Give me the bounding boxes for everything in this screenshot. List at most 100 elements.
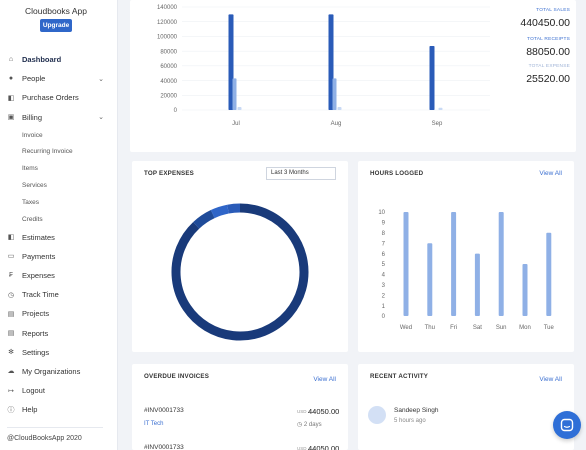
upgrade-button[interactable]: Upgrade <box>40 19 72 32</box>
chevron-down-icon: ⌄ <box>98 114 104 122</box>
revenue-bar <box>232 78 237 110</box>
y-tick-label: 1 <box>382 304 386 310</box>
donut-slice <box>193 210 215 229</box>
x-tick-label: Fri <box>450 325 457 331</box>
stat-value: 25520.00 <box>526 73 570 85</box>
x-tick-label: Tue <box>544 325 555 331</box>
sidebar-item-people[interactable]: ● People ⌄ <box>0 69 118 88</box>
sidebar-subitem-credits[interactable]: Credits <box>22 215 43 223</box>
overdue-invoices-title: OVERDUE INVOICES <box>144 373 210 380</box>
x-tick-label: Wed <box>400 325 412 331</box>
overdue-invoices-card: OVERDUE INVOICES View All #INV0001733 USD… <box>132 364 348 450</box>
invoice-number[interactable]: #INV0001733 <box>144 444 184 450</box>
chevron-down-icon: ⌄ <box>98 75 104 83</box>
y-tick-label: 5 <box>382 262 386 268</box>
sidebar-item-label: Help <box>22 405 38 415</box>
hours-bar <box>427 243 433 316</box>
y-tick-label: 10 <box>378 210 385 216</box>
revenue-bar <box>237 107 242 110</box>
activity-user-name: Sandeep Singh <box>394 407 439 414</box>
payments-icon: ▭ <box>7 253 15 261</box>
y-tick-label: 0 <box>382 314 386 320</box>
sidebar-item-label: Settings <box>22 347 50 357</box>
chat-button[interactable] <box>553 411 581 439</box>
y-tick-label: 4 <box>382 273 386 279</box>
invoice-amount: 44050.00 <box>308 407 340 416</box>
copyright: @CloudBooksApp 2020 <box>7 435 82 442</box>
sidebar-item-label: Reports <box>22 328 49 338</box>
sidebar-item-label: My Organizations <box>22 366 81 376</box>
avatar <box>368 406 386 424</box>
hours-logged-card: HOURS LOGGED View All 10 9 8 7 6 5 4 3 2 1 0 Wed Thu… <box>358 161 574 352</box>
y-tick-label: 60000 <box>160 64 177 70</box>
sidebar: Cloudbooks App Upgrade ⌂ Dashboard ● People… <box>0 0 118 450</box>
sidebar-item-estimates[interactable]: ◧ Estimates <box>0 228 118 247</box>
sidebar-item-label: Track Time <box>22 290 59 300</box>
sidebar-item-track-time[interactable]: ◷ Track Time <box>0 285 118 304</box>
organizations-icon: ☁ <box>7 368 15 376</box>
sidebar-item-dashboard[interactable]: ⌂ Dashboard <box>0 50 118 69</box>
sidebar-item-label: Expenses <box>22 271 55 280</box>
help-icon: ⓘ <box>7 406 15 414</box>
sidebar-subitem-services[interactable]: Services <box>22 182 47 190</box>
sidebar-item-label: Purchase Orders <box>22 93 79 103</box>
x-tick-label: Mon <box>519 325 531 331</box>
hours-logged-title: HOURS LOGGED <box>370 170 424 177</box>
x-tick-label: Jul <box>232 121 240 127</box>
sidebar-item-label: Payments <box>22 251 56 261</box>
projects-icon: ▤ <box>7 310 15 318</box>
revenue-chart: 140000 120000 100000 80000 60000 40000 20000 0 J… <box>157 5 490 127</box>
donut-slice <box>210 204 229 219</box>
y-tick-label: 0 <box>174 108 178 114</box>
sidebar-subitem-taxes[interactable]: Taxes <box>22 198 39 206</box>
brand-name: Cloudbooks App <box>25 6 87 16</box>
sidebar-item-expenses[interactable]: ₣ Expenses <box>0 266 118 285</box>
purchase-order-icon: ◧ <box>7 94 15 102</box>
stat-value: 88050.00 <box>526 46 570 58</box>
sidebar-item-purchase-orders[interactable]: ◧ Purchase Orders <box>0 88 118 107</box>
hours-view-all-link[interactable]: View All <box>539 170 562 177</box>
sidebar-subitem-recurring-invoice[interactable]: Recurring Invoice <box>22 148 73 156</box>
sidebar-item-reports[interactable]: ▤ Reports <box>0 323 118 342</box>
revenue-bar <box>332 78 337 110</box>
y-tick-label: 3 <box>382 283 386 289</box>
revenue-bar <box>337 107 342 110</box>
sidebar-item-logout[interactable]: ↦ Logout <box>0 381 118 400</box>
top-expenses-card: TOP EXPENSES Last 3 Months <box>132 161 348 352</box>
sidebar-item-help[interactable]: ⓘ Help <box>0 400 118 419</box>
sidebar-item-projects[interactable]: ▤ Projects <box>0 304 118 323</box>
y-tick-label: 80000 <box>160 49 177 55</box>
invoice-currency: USD <box>297 409 307 414</box>
revenue-chart-card: 140000 120000 100000 80000 60000 40000 20000 0 J… <box>130 0 576 152</box>
invoice-number[interactable]: #INV0001733 <box>144 407 184 414</box>
overdue-view-all-link[interactable]: View All <box>313 376 336 383</box>
sidebar-subitem-invoice[interactable]: Invoice <box>22 131 43 139</box>
recent-activity-card: RECENT ACTIVITY View All Sandeep Singh 5… <box>358 364 574 450</box>
y-tick-label: 40000 <box>160 79 177 85</box>
activity-view-all-link[interactable]: View All <box>539 376 562 383</box>
hours-bar <box>403 212 409 316</box>
sidebar-item-billing[interactable]: ▣ Billing ⌄ <box>0 108 118 127</box>
sidebar-item-payments[interactable]: ▭ Payments <box>0 247 118 266</box>
sidebar-item-my-organizations[interactable]: ☁ My Organizations <box>0 362 118 381</box>
y-tick-label: 100000 <box>157 35 178 41</box>
activity-time: 5 hours ago <box>394 418 426 424</box>
recent-activity-title: RECENT ACTIVITY <box>370 373 429 380</box>
x-tick-label: Aug <box>331 121 342 127</box>
x-tick-label: Thu <box>425 325 435 331</box>
sidebar-nav: ⌂ Dashboard ● People ⌄ ◧ Purchase Orders ▣ Billi… <box>0 50 118 419</box>
stat-label: TOTAL EXPENSE <box>528 64 570 69</box>
top-expenses-title: TOP EXPENSES <box>144 170 194 177</box>
sidebar-subitem-items[interactable]: Items <box>22 165 38 173</box>
y-tick-label: 140000 <box>157 5 178 11</box>
reports-icon: ▤ <box>7 330 15 338</box>
hours-bar <box>522 264 528 316</box>
invoice-customer[interactable]: IT Tech <box>144 421 164 427</box>
period-select[interactable]: Last 3 Months <box>266 167 336 180</box>
sidebar-item-label: People <box>22 74 46 84</box>
sidebar-item-settings[interactable]: ✻ Settings <box>0 343 118 362</box>
y-tick-label: 20000 <box>160 93 177 99</box>
x-tick-label: Sat <box>473 325 482 331</box>
sidebar-item-label: Projects <box>22 309 50 319</box>
invoice-amount: 44050.00 <box>308 444 340 450</box>
